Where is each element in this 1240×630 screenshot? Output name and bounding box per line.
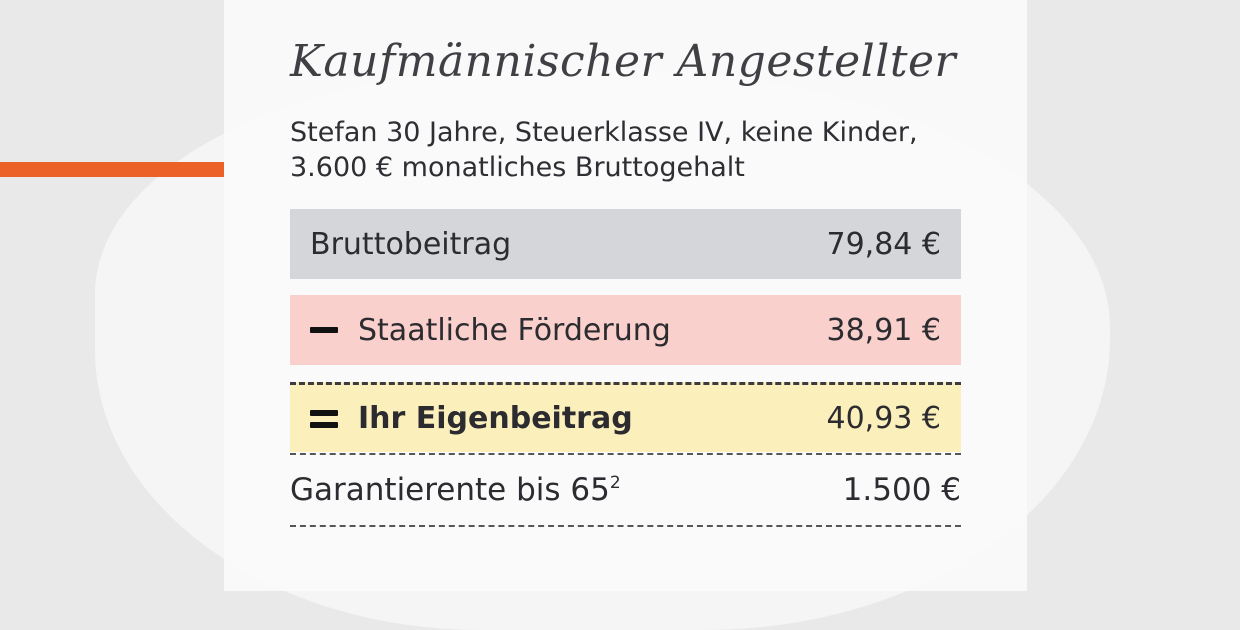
own-contribution-label: Ihr Eigenbeitrag — [358, 401, 633, 436]
gross-contribution-label: Bruttobeitrag — [310, 226, 512, 262]
state-subsidy-label: Staatliche Förderung — [358, 312, 671, 348]
subtitle-line-2: 3.600 € monatliches Bruttogehalt — [290, 152, 745, 183]
subtitle-line-1: Stefan 30 Jahre, Steuerklasse IV, keine … — [290, 117, 918, 148]
row-own-contribution: Ihr Eigenbeitrag 40,93 € — [290, 382, 961, 452]
guaranteed-pension-value: 1.500 € — [842, 472, 961, 508]
gross-contribution-value: 79,84 € — [826, 226, 941, 262]
row-guaranteed-pension: Garantierente bis 652 1.500 € — [290, 453, 961, 527]
state-subsidy-value: 38,91 € — [826, 312, 941, 348]
guaranteed-pension-label: Garantierente bis 652 — [290, 472, 621, 508]
equals-icon — [310, 409, 340, 429]
page-title: Kaufmännischer Angestellter — [290, 36, 957, 87]
accent-bar — [0, 162, 224, 177]
row-state-subsidy: Staatliche Förderung 38,91 € — [290, 295, 961, 365]
profile-description: Stefan 30 Jahre, Steuerklasse IV, keine … — [290, 115, 970, 185]
minus-icon — [310, 320, 340, 340]
own-contribution-value: 40,93 € — [826, 401, 941, 436]
footnote-marker: 2 — [609, 473, 621, 493]
row-gross-contribution: Bruttobeitrag 79,84 € — [290, 209, 961, 279]
